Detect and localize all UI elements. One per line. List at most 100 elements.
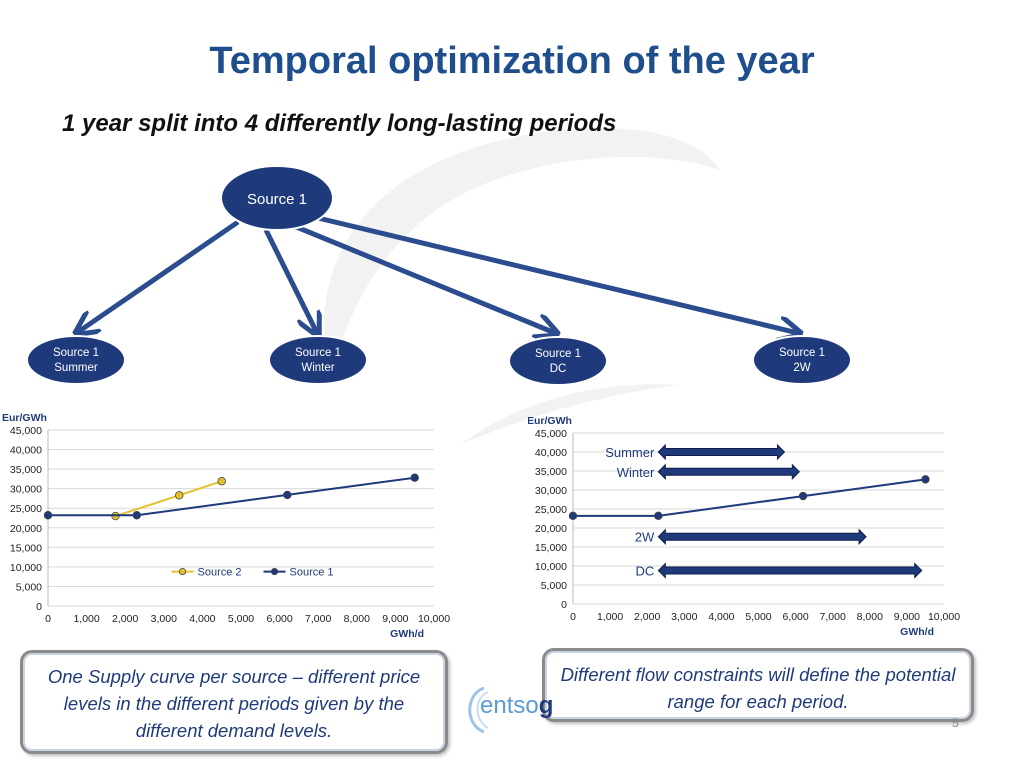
arrow-to-summer <box>78 219 240 332</box>
chart2-series-0-line <box>573 478 926 517</box>
chart2-series-0-point <box>568 511 578 521</box>
chart2-y-axis-title: Eur/GWh <box>528 415 572 427</box>
arrow-to-2w <box>317 215 798 333</box>
chart2-y-tick-label: 20,000 <box>535 523 567 535</box>
chart2-series-0-point <box>798 491 808 501</box>
chart2-x-tick-label: 7,000 <box>820 611 846 623</box>
chart2-y-tick-label: 45,000 <box>535 428 567 440</box>
chart1-source-1-point <box>283 490 292 500</box>
chart2-y-tick-label: 15,000 <box>535 542 567 554</box>
chart1-x-tick-label: 2,000 <box>112 613 138 625</box>
chart1-x-tick-label: 8,000 <box>344 613 370 625</box>
chart1-legend-source-1-marker <box>270 567 279 576</box>
chart2-range-label-2w: 2W <box>635 530 655 545</box>
chart2-y-tick-label: 10,000 <box>535 561 567 573</box>
chart2-range-arrow-summer <box>657 443 786 461</box>
child-node-winter: Source 1 Winter <box>268 335 368 385</box>
flow-range-chart: 0 5,000 10,000 15,000 20,000 25,000 30,000 35,0… <box>527 408 968 648</box>
chart1-y-tick-label: 10,000 <box>10 562 42 574</box>
entsog-logo: entsog <box>462 682 572 738</box>
chart2-y-tick-label: 25,000 <box>535 504 567 516</box>
chart1-x-tick-label: 1,000 <box>73 613 99 625</box>
chart2-range-arrow-dc <box>657 562 923 579</box>
child-node-dc-line1: Source 1 <box>535 348 581 360</box>
chart2-x-tick-label: 2,000 <box>634 611 660 623</box>
arrow-to-winter <box>263 228 317 333</box>
chart2-x-axis-title: GWh/d <box>900 626 934 638</box>
chart2-x-tick-label: 8,000 <box>857 611 883 623</box>
period-tree-diagram: Source 1 Source 1 Summer Source 1 Winter… <box>26 165 852 386</box>
chart1-source-1-point <box>410 473 419 482</box>
chart2-y-tick-label: 30,000 <box>535 485 567 497</box>
logo-text-part1: entso <box>480 692 539 719</box>
page-number: 5 <box>952 716 959 730</box>
chart2-series-0-point <box>921 475 930 484</box>
root-node-label: Source 1 <box>247 191 307 208</box>
chart1-y-tick-label: 20,000 <box>10 523 42 535</box>
chart1-legend-source-2-label: Source 2 <box>198 567 242 579</box>
chart1-x-tick-label: 5,000 <box>228 613 254 625</box>
chart1-y-tick-label: 5,000 <box>16 581 42 593</box>
flow-constraint-callout-text: Different flow constraints will define t… <box>560 664 956 712</box>
chart2-series-0-point <box>654 511 663 521</box>
chart1-y-tick-label: 0 <box>36 601 42 613</box>
chart1-y-tick-label: 15,000 <box>10 542 42 554</box>
slide-title: Temporal optimization of the year <box>209 40 815 82</box>
chart1-y-tick-label: 40,000 <box>10 445 42 457</box>
chart1-source-1-point <box>43 511 53 520</box>
chart2-x-tick-label: 4,000 <box>708 611 734 623</box>
child-node-dc-line2: DC <box>550 363 567 375</box>
supply-curve-callout-text: One Supply curve per source – different … <box>47 666 421 741</box>
chart2-range-arrow-2w <box>657 528 867 545</box>
chart2-y-tick-label: 40,000 <box>535 447 567 459</box>
child-node-summer: Source 1 Summer <box>26 335 126 385</box>
child-node-summer-line1: Source 1 <box>53 347 99 359</box>
chart2-x-tick-label: 3,000 <box>671 611 697 623</box>
tree-arrows <box>78 215 798 333</box>
chart2-y-tick-label: 5,000 <box>541 580 567 592</box>
chart1-y-tick-label: 35,000 <box>10 464 42 476</box>
chart1-x-tick-label: 3,000 <box>151 613 177 625</box>
chart1-y-axis-title: Eur/GWh <box>2 412 47 424</box>
chart2-x-tick-label: 6,000 <box>782 611 808 623</box>
logo-text-part2: g <box>538 692 554 719</box>
child-node-winter-line2: Winter <box>301 362 334 374</box>
chart2-range-label-summer: Summer <box>605 445 655 460</box>
child-node-2w: Source 1 2W <box>752 335 852 385</box>
slide-subtitle: 1 year split into 4 differently long-las… <box>62 110 617 137</box>
chart1-legend-source-1-label: Source 1 <box>290 567 334 579</box>
chart2-x-tick-label: 5,000 <box>745 611 771 623</box>
root-node: Source 1 <box>220 165 334 231</box>
chart1-y-tick-label: 45,000 <box>10 425 42 437</box>
chart1-y-tick-label: 25,000 <box>10 503 42 515</box>
chart2-range-label-dc: DC <box>636 564 655 579</box>
child-node-winter-line1: Source 1 <box>295 347 341 359</box>
chart2-x-tick-label: 9,000 <box>894 611 920 623</box>
supply-curve-callout: One Supply curve per source – different … <box>20 650 448 754</box>
chart1-x-tick-label: 7,000 <box>305 613 331 625</box>
chart1-source-2-point <box>217 477 226 486</box>
chart1-x-tick-label: 4,000 <box>189 613 215 625</box>
chart1-source-1-point <box>132 511 141 520</box>
chart1-x-tick-label: 6,000 <box>266 613 292 625</box>
chart2-y-tick-label: 0 <box>561 599 567 611</box>
child-node-2w-line2: 2W <box>793 362 810 374</box>
chart1-x-tick-label: 0 <box>45 613 51 625</box>
flow-constraint-callout: Different flow constraints will define t… <box>542 648 974 722</box>
child-node-2w-line1: Source 1 <box>779 347 825 359</box>
chart2-x-tick-label: 1,000 <box>597 611 623 623</box>
chart1-x-tick-label: 10,000 <box>418 613 450 625</box>
chart1-x-tick-label: 9,000 <box>382 613 408 625</box>
arrow-to-dc <box>293 223 555 333</box>
chart1-legend-source-2-marker <box>178 567 187 576</box>
chart2-range-arrow-winter <box>657 463 801 480</box>
supply-curve-chart: 0 5,000 10,000 15,000 20,000 25,000 30,000 35,0… <box>0 398 460 646</box>
child-node-summer-line2: Summer <box>54 362 98 374</box>
chart1-source-1-line <box>48 476 415 517</box>
chart2-x-tick-label: 0 <box>570 611 576 623</box>
chart2-y-tick-label: 35,000 <box>535 466 567 478</box>
chart2-range-label-winter: Winter <box>617 465 655 480</box>
chart1-source-2-point <box>175 491 184 500</box>
child-node-dc: Source 1 DC <box>508 336 608 386</box>
